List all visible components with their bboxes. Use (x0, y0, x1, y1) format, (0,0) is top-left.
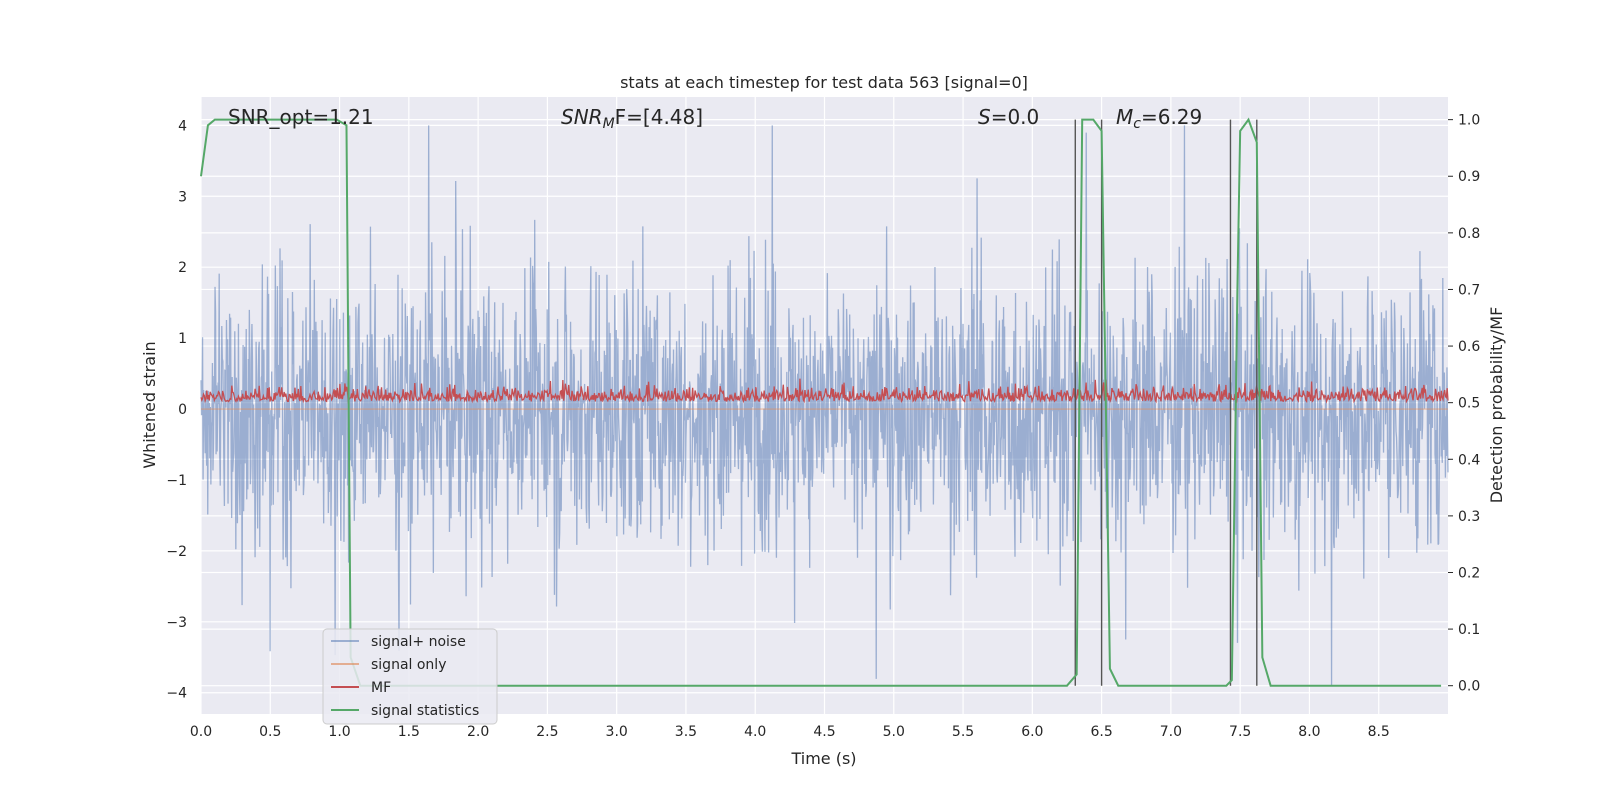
y2-tick-label: 0.6 (1458, 339, 1480, 355)
x-tick-label: 5.5 (952, 724, 974, 740)
y-tick-label: −4 (166, 686, 187, 702)
x-tick-label: 8.5 (1368, 724, 1390, 740)
chart-title: stats at each timestep for test data 563… (620, 73, 1028, 92)
x-tick-label: 6.5 (1090, 724, 1112, 740)
annotation-mc-subscript: c (1133, 116, 1141, 132)
annotation-snr-mf-symbol: SNR (561, 105, 603, 129)
annotation-mc-value: =6.29 (1141, 105, 1202, 129)
legend-box (322, 628, 498, 725)
series-signal-noise (200, 125, 1449, 686)
legend-label-signal-statistics: signal statistics (371, 703, 479, 719)
line-signal-noise (200, 125, 1449, 686)
x-tick-label: 1.0 (328, 724, 350, 740)
annotation-s: S=0.0 (978, 105, 1039, 129)
legend-label-mf: MF (371, 680, 391, 696)
series-signal-statistics (200, 117, 1442, 687)
x-tick-label: 4.0 (744, 724, 766, 740)
x-tick-label: 4.5 (813, 724, 835, 740)
y2-tick-label: 0.5 (1458, 396, 1480, 412)
y-tick-label: −2 (166, 544, 187, 560)
x-tick-label: 3.5 (675, 724, 697, 740)
series-mf (200, 378, 1449, 404)
y-tick-label: 1 (178, 331, 187, 347)
y2-tick-label: 0.1 (1458, 622, 1480, 638)
legend: signal+ noise signal only MF signal stat… (322, 628, 498, 725)
x-tick-label: 2.0 (467, 724, 489, 740)
x-axis-label: Time (s) (790, 749, 856, 768)
y2-tick-label: 0.4 (1458, 452, 1480, 468)
y-tick-label: 2 (178, 260, 187, 276)
y2-tick-label: 0.7 (1458, 282, 1480, 298)
legend-label-signal-noise: signal+ noise (371, 634, 466, 650)
line-mf (200, 378, 1449, 404)
x-ticks: 0.0 0.5 1.0 1.5 2.0 2.5 3.0 3.5 4.0 4.5 5.0 5.5 6.0 6… (190, 724, 1390, 740)
y2-tick-label: 0.8 (1458, 226, 1480, 242)
x-tick-label: 3.0 (606, 724, 628, 740)
y-tick-label: −3 (166, 615, 187, 631)
line-signal-statistics (200, 117, 1442, 687)
x-tick-label: 7.0 (1160, 724, 1182, 740)
y2-tick-label: 0.0 (1458, 679, 1480, 695)
annotation-snr-mf-value: F=[4.48] (615, 105, 703, 129)
y-tick-label: 3 (178, 189, 187, 205)
x-tick-label: 1.5 (398, 724, 420, 740)
y-tick-label: 4 (178, 118, 187, 134)
legend-label-signal-only: signal only (371, 657, 446, 673)
x-tick-label: 0.0 (190, 724, 212, 740)
vertical-lines (1074, 119, 1258, 686)
x-tick-label: 5.0 (883, 724, 905, 740)
y-ticks: −4 −3 −2 −1 0 1 2 3 4 (166, 118, 187, 701)
annotation-snr-opt: SNR_opt=1.21 (228, 105, 374, 129)
annotation-s-value: =0.0 (991, 105, 1040, 129)
y-tick-label: 0 (178, 402, 187, 418)
x-tick-label: 7.5 (1229, 724, 1251, 740)
annotation-snr-mf-subscript: M (603, 116, 615, 132)
x-tick-label: 0.5 (259, 724, 281, 740)
y2-tick-label: 0.3 (1458, 509, 1480, 525)
y2-tick-label: 1.0 (1458, 113, 1480, 129)
annotation-snr-mf: SNRMF=[4.48] (561, 105, 703, 132)
x-tick-label: 2.5 (536, 724, 558, 740)
annotation-mc: Mc=6.29 (1116, 105, 1202, 132)
annotation-mc-symbol: M (1116, 105, 1133, 129)
y-axis-label: Whitened strain (140, 341, 159, 468)
y2-tick-label: 0.9 (1458, 169, 1480, 185)
annotation-s-symbol: S (978, 105, 991, 129)
x-tick-label: 8.0 (1298, 724, 1320, 740)
y-tick-label: −1 (166, 473, 187, 489)
x-tick-label: 6.0 (1021, 724, 1043, 740)
y2-ticks: 0.0 0.1 0.2 0.3 0.4 0.5 0.6 0.7 0.8 0.9 1.0 (1448, 113, 1480, 695)
y2-tick-label: 0.2 (1458, 565, 1480, 581)
y2-axis-label: Detection probability/MF (1487, 307, 1506, 504)
